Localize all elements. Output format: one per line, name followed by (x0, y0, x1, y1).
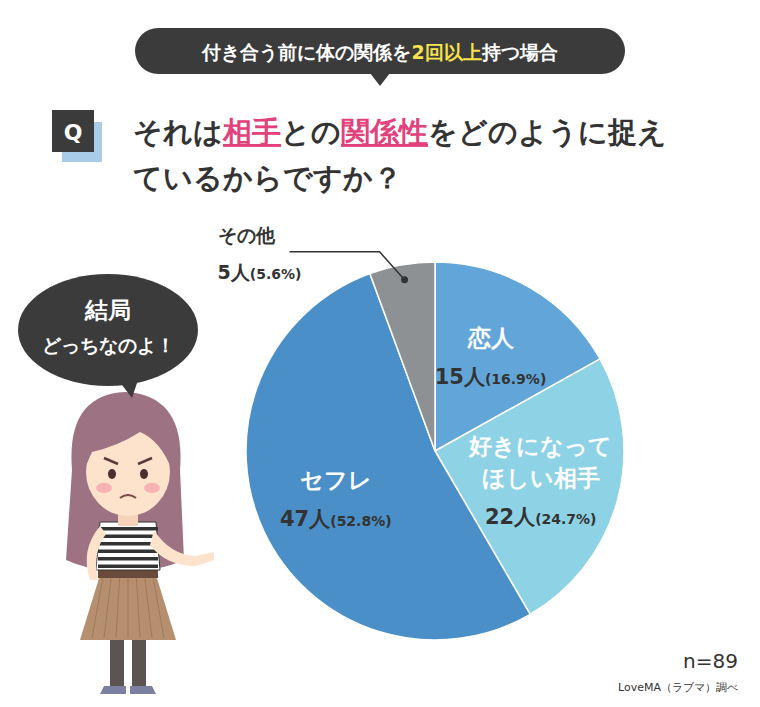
bubble-line: どっちなのよ！ (42, 334, 175, 356)
category-label: 好きになってほしい相手 (468, 433, 612, 491)
subtitle-part: 持つ場合 (481, 41, 558, 63)
skirt-pleat (153, 578, 164, 638)
top-stripe (98, 527, 158, 531)
value-main: 5人 (218, 261, 251, 283)
value-label: 5人(5.6%) (218, 261, 302, 283)
value-pct: (24.7%) (535, 511, 596, 527)
mouth (120, 495, 136, 498)
bubble-text: 結局どっちなのよ！ (42, 297, 175, 356)
blush (96, 483, 112, 493)
title-part: をどのように捉え (428, 115, 667, 149)
callout-line (290, 252, 405, 280)
top-stripe (98, 557, 158, 561)
chart: 付き合う前に体の関係を2回以上持つ場合 Q それは相手との関係性をどのように捉えてい… (0, 0, 760, 707)
blush (144, 483, 160, 493)
skirt-pleat (104, 578, 111, 638)
arm (87, 526, 106, 580)
category-line: ほしい相手 (482, 465, 600, 491)
eye (140, 469, 148, 479)
top-stripe (98, 535, 158, 539)
title-part: 相手 (222, 115, 281, 149)
brow (104, 458, 118, 464)
subtitle-part: 2回以上 (411, 41, 481, 63)
sample-size: n=89 (683, 649, 738, 673)
top-stripe (98, 550, 158, 554)
page: {"chart_data": { "type": "pie", "subtitl… (0, 0, 760, 707)
category-line: 恋人 (467, 325, 515, 351)
value-pct: (52.8%) (330, 513, 391, 529)
value-main: 47人 (280, 507, 331, 531)
top (96, 522, 160, 570)
value-pct: (5.6%) (250, 266, 302, 282)
title-part: 関係性 (341, 115, 428, 149)
skirt-pleat (145, 578, 152, 638)
value-label: 47人(52.8%) (280, 507, 392, 531)
value-main: 15人 (435, 365, 486, 389)
banner-bg (135, 28, 625, 74)
skirt-pleat (116, 578, 120, 638)
brow (138, 458, 152, 464)
speech-bubble (18, 274, 198, 386)
skirt-pleat (92, 578, 103, 638)
bubble-line: 結局 (84, 297, 131, 323)
callout-dot (401, 276, 408, 283)
category-label: その他 (218, 224, 276, 246)
subtitle: 付き合う前に体の関係を2回以上持つ場合 (201, 41, 557, 64)
arm (150, 530, 214, 566)
character (66, 392, 214, 694)
value-label: 22人(24.7%) (485, 505, 597, 529)
q-box (52, 110, 94, 152)
shoe (130, 686, 156, 694)
category-label: 恋人 (467, 325, 515, 351)
skirt-pleat (128, 578, 129, 638)
eye (108, 469, 116, 479)
top-stripe (98, 542, 158, 546)
hair-back (66, 392, 184, 569)
value-main: 22人 (485, 505, 536, 529)
pie (246, 262, 624, 640)
category-label: セフレ (300, 467, 372, 493)
value-pct: (16.9%) (485, 371, 546, 387)
subtitle-part: 付き合う前に体の関係を (201, 41, 411, 64)
title-part: ているからですか？ (133, 161, 402, 195)
skirt-pleat (136, 578, 140, 638)
title: それは相手との関係性をどのように捉えているからですか？ (133, 115, 667, 195)
value-label: 15人(16.9%) (435, 365, 547, 389)
pie-slice (370, 262, 435, 451)
title-part: との (281, 115, 341, 149)
source: LoveMA（ラブマ）調べ (618, 681, 738, 694)
q-label: Q (64, 120, 83, 145)
shoe (100, 686, 126, 694)
skirt (80, 575, 176, 640)
category-line: セフレ (300, 467, 372, 493)
pie-labels: 恋人15人(16.9%)好きになってほしい相手22人(24.7%)セフレ47人(… (218, 224, 613, 531)
top-stripe (98, 565, 158, 569)
title-part: それは (133, 115, 223, 149)
hair-bangs (84, 410, 172, 470)
banner-pointer (370, 73, 390, 86)
category-line: その他 (218, 224, 276, 246)
category-line: 好きになって (468, 433, 612, 459)
